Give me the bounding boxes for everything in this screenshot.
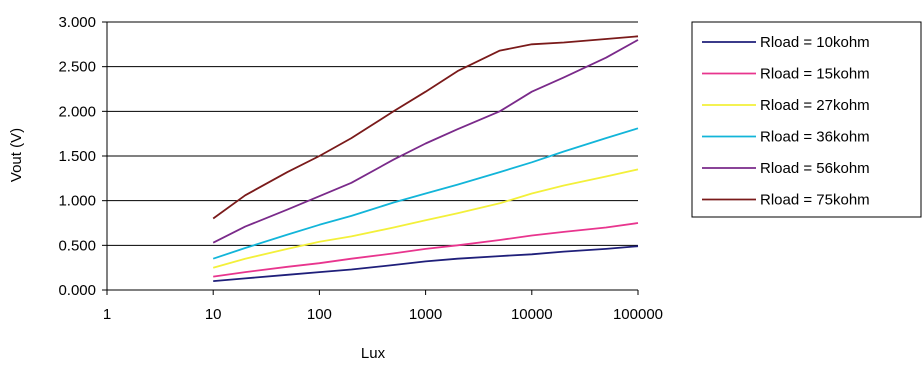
- series-line-5: [212, 39, 639, 244]
- series-line-4: [212, 127, 639, 260]
- series-line-3: [212, 168, 639, 269]
- legend-label-3: Rload = 27kohm: [760, 97, 870, 114]
- legend-label-6: Rload = 75kohm: [760, 192, 870, 209]
- legend-box: [691, 21, 922, 218]
- series-line-1: [213, 245, 639, 282]
- legend-label-1: Rload = 10kohm: [760, 34, 870, 51]
- x-tick-label: 100000: [613, 306, 663, 323]
- y-tick-label: 1.500: [58, 148, 96, 165]
- x-tick-label: 100: [307, 306, 332, 323]
- series-line-2: [213, 222, 639, 278]
- series-layer: [212, 35, 639, 282]
- x-tick-label: 10000: [511, 306, 553, 323]
- y-tick-label: 2.000: [58, 103, 96, 120]
- series-line-6: [212, 35, 639, 220]
- plot-area: [107, 21, 638, 291]
- y-axis: 0.000 0.500 1.000 1.500 2.000 2.500 3.000: [58, 14, 108, 299]
- x-tick-label: 1000: [409, 306, 442, 323]
- legend-label-5: Rload = 56kohm: [760, 160, 870, 177]
- y-tick-label: 3.000: [58, 14, 96, 31]
- y-tick-label: 0.000: [58, 282, 96, 299]
- x-axis: 1 10 100 1000 10000 100000: [103, 289, 663, 323]
- y-axis-label: Vout (V): [8, 128, 25, 182]
- y-tick-label: 0.500: [58, 237, 96, 254]
- legend-label-2: Rload = 15kohm: [760, 66, 870, 83]
- y-tick-label: 2.500: [58, 59, 96, 76]
- legend: Rload = 10kohm Rload = 15kohm Rload = 27ko…: [691, 21, 922, 218]
- x-tick-label: 1: [103, 306, 111, 323]
- x-tick-label: 10: [205, 306, 222, 323]
- legend-label-4: Rload = 36kohm: [760, 129, 870, 146]
- y-tick-label: 1.000: [58, 193, 96, 210]
- x-axis-label: Lux: [361, 345, 386, 362]
